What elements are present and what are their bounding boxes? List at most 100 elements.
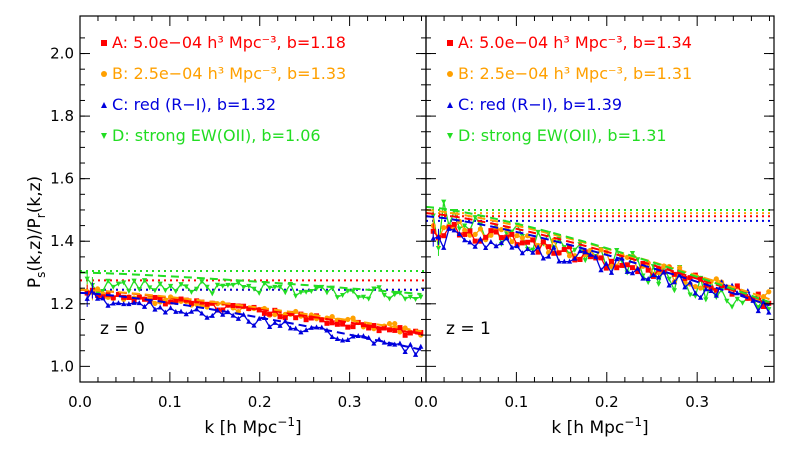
point-A-z1-39: [635, 269, 641, 275]
point-D-z0-53: [360, 294, 367, 300]
point-D-z0-50: [345, 288, 351, 294]
point-C-z0-12: [147, 298, 153, 304]
point-D-z1-56: [724, 298, 730, 304]
point-C-z0-31: [246, 318, 252, 324]
point-D-z0-4: [105, 278, 111, 284]
point-A-z1-20: [535, 249, 541, 255]
point-D-z1-39: [635, 257, 641, 263]
point-A-z0-51: [350, 324, 356, 330]
point-C-z0-39: [287, 325, 294, 331]
point-C-z0-60: [397, 340, 403, 346]
point-A-z0-62: [407, 330, 413, 336]
point-D-z0-25: [214, 282, 221, 288]
point-D-z0-43: [308, 289, 314, 295]
point-A-z1-35: [614, 265, 620, 271]
point-B-z1-13: [498, 227, 504, 233]
point-D-z0-41: [298, 290, 304, 296]
point-A-z1-10: [483, 234, 489, 240]
point-C-z0-13: [152, 306, 158, 312]
redshift-label-z0: z = 0: [100, 319, 145, 339]
point-C-z1-22: [545, 253, 552, 259]
point-D-z0-61: [402, 296, 408, 302]
point-D-z1-46: [671, 288, 677, 294]
point-C-z1-9: [477, 236, 484, 242]
point-C-z1-21: [540, 255, 546, 261]
point-A-z1-24: [556, 250, 562, 256]
point-D-z0-27: [225, 282, 231, 288]
point-C-z1-12: [493, 243, 499, 249]
point-D-z0-42: [303, 289, 309, 295]
point-D-z0-24: [209, 291, 215, 297]
point-A-z1-21: [540, 239, 546, 245]
point-C-z0-37: [277, 322, 283, 328]
point-A-z1-11: [488, 228, 494, 234]
point-B-z1-9: [477, 226, 484, 232]
point-C-z1-24: [556, 258, 562, 264]
legend-marker-B-z0: [101, 71, 107, 77]
point-C-z0-18: [178, 308, 184, 314]
point-C-z0-62: [407, 341, 413, 347]
legend-marker-D-z0: [101, 133, 107, 139]
point-C-z0-23: [204, 314, 210, 320]
point-A-z0-34: [261, 310, 267, 316]
point-C-z0-36: [272, 319, 278, 325]
point-D-z0-18: [178, 282, 184, 288]
legend-label-D-z0: D: strong EW(OII), b=1.06: [112, 126, 321, 145]
point-D-z1-43: [656, 281, 662, 287]
point-C-z0-19: [183, 311, 189, 317]
point-A-z1-64: [766, 300, 772, 306]
panel-z1: 0.0 0.1 0.2 0.3 k [h Mpc−1] z = 1 A: 5.0e−04 h…: [414, 15, 775, 438]
point-C-z0-47: [329, 334, 335, 340]
point-A-z0-2: [95, 293, 101, 299]
point-C-z1-53: [708, 288, 714, 294]
point-C-z1-48: [682, 284, 688, 290]
point-B-z0-59: [392, 320, 398, 327]
legend-marker-A-z1: [447, 40, 453, 46]
point-D-z0-12: [147, 285, 153, 291]
point-A-z0-26: [220, 307, 226, 313]
legend-label-D-z1: D: strong EW(OII), b=1.31: [458, 126, 667, 145]
point-D-z0-10: [136, 287, 142, 293]
point-C-z1-28: [577, 248, 583, 254]
point-A-z0-38: [282, 315, 288, 321]
y-tick-label-3: 1.6: [50, 170, 74, 188]
point-A-z0-18: [178, 296, 184, 302]
point-A-z0-50: [345, 324, 351, 330]
point-A-z0-30: [241, 303, 247, 309]
point-C-z1-14: [504, 235, 510, 241]
point-C-z1-4: [451, 227, 457, 233]
y-tick-label-1: 1.2: [50, 295, 74, 313]
point-A-z0-56: [376, 328, 382, 334]
point-C-z1-46: [671, 279, 677, 285]
x-tick-label-z1-0: 0.0: [414, 393, 438, 411]
point-B-z1-47: [677, 265, 683, 271]
point-C-z1-34: [608, 269, 615, 275]
point-D-z0-64: [418, 294, 424, 300]
point-D-z1-57: [729, 304, 735, 310]
point-A-z1-13: [498, 235, 504, 241]
point-A-z0-49: [340, 321, 346, 327]
point-B-z0-13: [152, 300, 158, 307]
point-A-z1-2: [441, 233, 447, 239]
point-C-z1-43: [656, 274, 662, 280]
point-C-z0-49: [340, 337, 346, 343]
x-tick-label-z1-3: 0.3: [685, 393, 709, 411]
point-D-z0-44: [313, 286, 320, 292]
legend-label-C-z0: C: red (R−I), b=1.32: [112, 95, 276, 114]
point-D-z0-19: [183, 284, 189, 290]
point-C-z1-54: [713, 292, 719, 298]
point-A-z0-8: [126, 294, 132, 300]
point-D-z0-13: [152, 288, 158, 294]
point-A-z1-63: [761, 304, 767, 310]
point-D-z0-7: [121, 280, 127, 286]
legend-label-B-z0: B: 2.5e−04 h³ Mpc⁻³, b=1.33: [112, 64, 346, 83]
point-A-z1-6: [462, 231, 468, 237]
point-C-z1-49: [687, 279, 693, 285]
point-A-z1-32: [598, 255, 604, 261]
point-D-z0-59: [392, 292, 398, 298]
point-C-z1-40: [640, 275, 646, 281]
point-C-z1-25: [561, 258, 567, 264]
point-C-z1-27: [572, 255, 578, 261]
point-C-z0-15: [162, 309, 168, 315]
